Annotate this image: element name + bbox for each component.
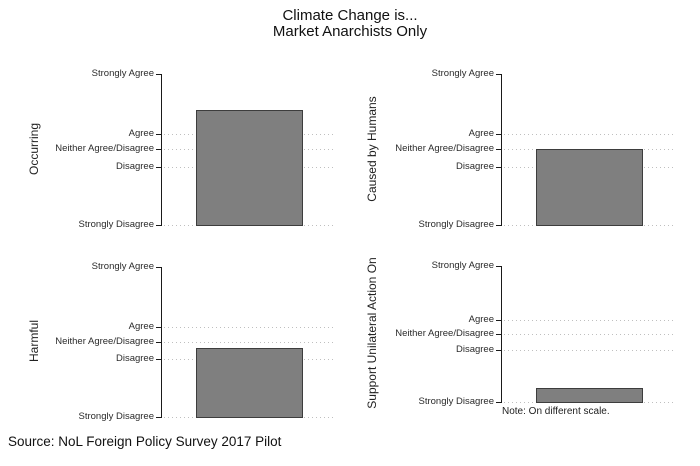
axis-tick xyxy=(156,167,161,168)
tick-label: Disagree xyxy=(115,161,154,172)
axis-tick xyxy=(496,402,501,403)
y-axis-line xyxy=(161,267,162,418)
tick-label: Agree xyxy=(128,128,154,139)
tick-label: Strongly Disagree xyxy=(78,411,154,422)
bar-support-unilateral-action xyxy=(536,388,643,403)
axis-tick xyxy=(156,225,161,226)
axis-tick xyxy=(496,350,501,351)
axis-tick xyxy=(496,266,501,267)
bar-caused-by-humans xyxy=(536,149,643,226)
gridline xyxy=(504,350,676,351)
axis-tick xyxy=(156,149,161,150)
tick-label: Neither Agree/Disagree xyxy=(55,143,154,154)
axis-tick xyxy=(156,74,161,75)
axis-tick xyxy=(496,134,501,135)
axis-tick xyxy=(496,167,501,168)
chart-title-line2: Market Anarchists Only xyxy=(272,23,428,40)
y-axis-line xyxy=(501,74,502,226)
tick-label: Strongly Disagree xyxy=(418,396,494,407)
tick-label: Strongly Agree xyxy=(91,68,154,79)
tick-label: Neither Agree/Disagree xyxy=(55,336,154,347)
tick-label: Strongly Agree xyxy=(431,68,494,79)
axis-tick xyxy=(156,327,161,328)
gridline xyxy=(504,134,676,135)
chart-title-line1: Climate Change is... xyxy=(282,7,418,24)
tick-label: Disagree xyxy=(455,161,494,172)
gridline xyxy=(164,327,335,328)
axis-tick xyxy=(496,225,501,226)
tick-label: Strongly Agree xyxy=(431,260,494,271)
chart-title: Climate Change is... Market Anarchists O… xyxy=(0,8,700,40)
tick-label: Strongly Disagree xyxy=(78,219,154,230)
tick-label: Disagree xyxy=(115,353,154,364)
y-axis-line xyxy=(501,266,502,403)
tick-label: Neither Agree/Disagree xyxy=(395,143,494,154)
tick-label: Agree xyxy=(128,321,154,332)
y-axis-line xyxy=(161,74,162,226)
tick-label: Agree xyxy=(468,314,494,325)
axis-tick xyxy=(496,320,501,321)
scale-note: Note: On different scale. xyxy=(502,406,610,417)
axis-tick xyxy=(156,134,161,135)
source-note: Source: NoL Foreign Policy Survey 2017 P… xyxy=(8,434,282,449)
tick-label: Neither Agree/Disagree xyxy=(395,328,494,339)
gridline xyxy=(164,342,335,343)
bar-harmful xyxy=(196,348,303,418)
tick-label: Strongly Agree xyxy=(91,261,154,272)
tick-label: Agree xyxy=(468,128,494,139)
axis-tick xyxy=(496,334,501,335)
gridline xyxy=(504,320,676,321)
axis-tick xyxy=(156,359,161,360)
axis-tick xyxy=(496,149,501,150)
axis-tick xyxy=(156,342,161,343)
bar-occurring xyxy=(196,110,303,226)
axis-tick xyxy=(496,74,501,75)
axis-tick xyxy=(156,267,161,268)
gridline xyxy=(504,334,676,335)
tick-label: Disagree xyxy=(455,344,494,355)
tick-label: Strongly Disagree xyxy=(418,219,494,230)
axis-tick xyxy=(156,417,161,418)
